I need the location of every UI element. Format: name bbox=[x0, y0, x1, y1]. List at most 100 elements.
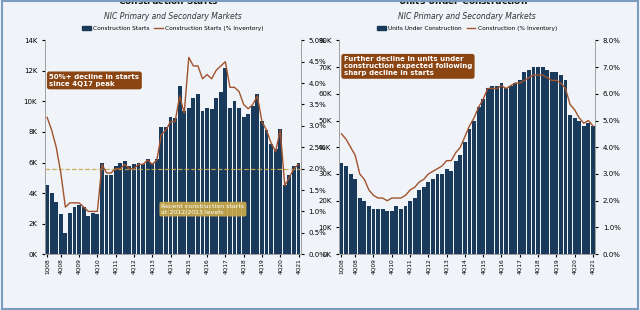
Bar bbox=[274, 149, 278, 254]
Bar bbox=[283, 185, 287, 254]
Bar bbox=[500, 83, 504, 254]
Bar bbox=[358, 198, 362, 254]
Bar bbox=[372, 209, 376, 254]
Bar bbox=[417, 190, 421, 254]
Bar bbox=[159, 127, 163, 254]
Bar bbox=[436, 174, 440, 254]
Bar bbox=[454, 161, 458, 254]
Bar bbox=[155, 159, 159, 254]
Bar bbox=[440, 174, 444, 254]
Bar bbox=[367, 206, 371, 254]
Bar bbox=[86, 216, 90, 254]
Bar bbox=[390, 211, 394, 254]
Bar bbox=[486, 88, 490, 254]
Bar bbox=[431, 179, 435, 254]
Bar bbox=[518, 80, 522, 254]
Bar bbox=[214, 98, 218, 254]
Bar bbox=[559, 75, 563, 254]
Bar bbox=[141, 164, 145, 254]
Text: NIC Primary and Secondary Markets: NIC Primary and Secondary Markets bbox=[398, 12, 536, 21]
Bar bbox=[269, 144, 273, 254]
Bar bbox=[146, 159, 150, 254]
Bar bbox=[495, 86, 499, 254]
Bar bbox=[532, 67, 536, 254]
Bar bbox=[458, 155, 462, 254]
Bar bbox=[399, 209, 403, 254]
Bar bbox=[223, 68, 227, 254]
Bar bbox=[173, 118, 177, 254]
Bar bbox=[445, 169, 449, 254]
Bar bbox=[278, 129, 282, 254]
Bar bbox=[394, 206, 398, 254]
Bar bbox=[340, 163, 344, 254]
Bar bbox=[77, 205, 81, 254]
Legend: Construction Starts, Construction Starts (% Inventory): Construction Starts, Construction Starts… bbox=[79, 24, 266, 34]
Bar bbox=[468, 129, 472, 254]
Bar bbox=[82, 207, 86, 254]
Bar bbox=[564, 80, 568, 254]
Bar bbox=[219, 92, 223, 254]
Bar bbox=[550, 72, 554, 254]
Bar bbox=[404, 206, 408, 254]
Legend: Units Under Construction, Construction (% Inventory): Units Under Construction, Construction (… bbox=[375, 24, 559, 34]
Bar bbox=[385, 211, 389, 254]
Bar bbox=[205, 108, 209, 254]
Bar bbox=[449, 171, 453, 254]
Bar bbox=[164, 127, 168, 254]
Bar bbox=[109, 175, 113, 254]
Bar bbox=[114, 166, 118, 254]
Bar bbox=[127, 166, 131, 254]
Bar bbox=[408, 201, 412, 254]
Bar bbox=[426, 182, 430, 254]
Text: Further decline in units under
construction expected following
sharp decline in : Further decline in units under construct… bbox=[344, 56, 472, 76]
Bar bbox=[178, 86, 182, 254]
Bar bbox=[490, 86, 494, 254]
Bar bbox=[168, 117, 172, 254]
Bar bbox=[292, 166, 296, 254]
Bar bbox=[513, 83, 517, 254]
Bar bbox=[136, 162, 140, 254]
Bar bbox=[381, 209, 385, 254]
Bar bbox=[232, 101, 236, 254]
Bar bbox=[586, 123, 590, 254]
Bar bbox=[541, 67, 545, 254]
Bar bbox=[187, 108, 191, 254]
Bar bbox=[63, 233, 67, 254]
Bar bbox=[264, 131, 268, 254]
Bar bbox=[150, 162, 154, 254]
Bar bbox=[413, 198, 417, 254]
Bar bbox=[376, 209, 380, 254]
Bar bbox=[582, 126, 586, 254]
Bar bbox=[200, 111, 204, 254]
Bar bbox=[536, 67, 540, 254]
Bar bbox=[527, 70, 531, 254]
Bar bbox=[242, 117, 246, 254]
Bar bbox=[481, 99, 485, 254]
Bar bbox=[591, 126, 595, 254]
Bar bbox=[353, 179, 357, 254]
Text: 50%+ decline in starts
since 4Q17 peak: 50%+ decline in starts since 4Q17 peak bbox=[49, 74, 140, 87]
Bar bbox=[196, 94, 200, 254]
Bar bbox=[95, 215, 99, 254]
Bar bbox=[54, 202, 58, 254]
Bar bbox=[72, 207, 76, 254]
Bar bbox=[504, 88, 508, 254]
Bar bbox=[228, 108, 232, 254]
Bar bbox=[477, 107, 481, 254]
Bar bbox=[287, 175, 291, 254]
Bar bbox=[573, 118, 577, 254]
Bar bbox=[123, 161, 127, 254]
Bar bbox=[422, 187, 426, 254]
Bar bbox=[545, 70, 549, 254]
Bar bbox=[344, 166, 348, 254]
Bar bbox=[191, 98, 195, 254]
Bar bbox=[568, 115, 572, 254]
Bar bbox=[91, 213, 95, 254]
Bar bbox=[251, 106, 255, 254]
Bar bbox=[45, 185, 49, 254]
Bar bbox=[237, 108, 241, 254]
Bar bbox=[132, 164, 136, 254]
Bar bbox=[210, 109, 214, 254]
Bar bbox=[554, 72, 558, 254]
Bar bbox=[118, 162, 122, 254]
